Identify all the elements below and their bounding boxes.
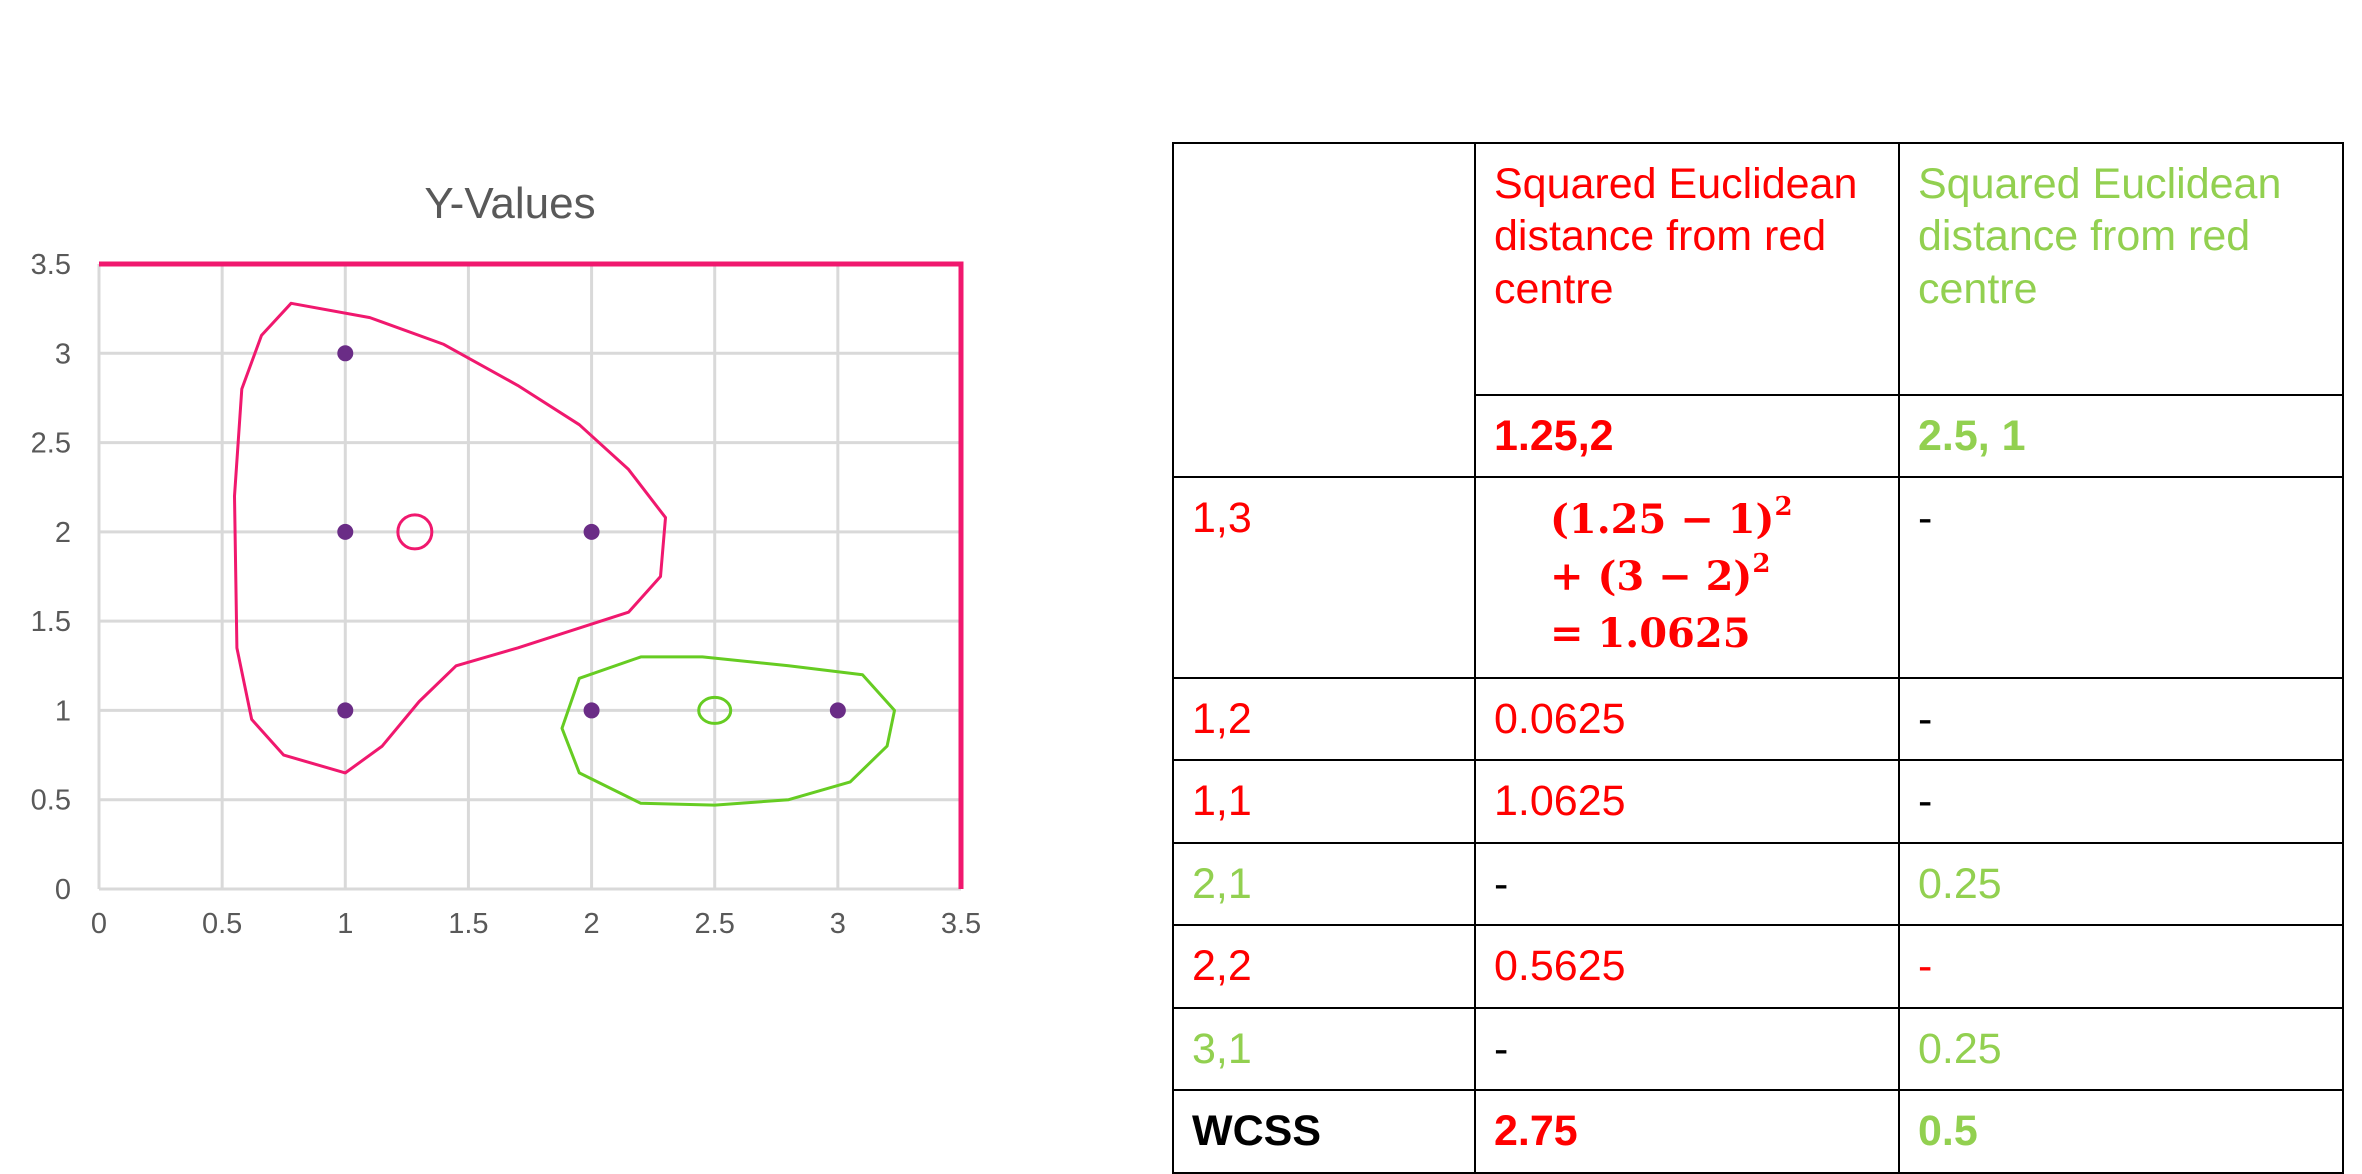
table-row: 2,2 0.5625 - [1172,924,2344,1009]
red-centre-column-header: Squared Euclidean distance from red cent… [1474,142,1900,396]
y-tick-label: 2 [55,517,71,549]
chart-title: Y-Values [424,179,595,228]
x-tick-label: 2.5 [695,908,735,940]
point-label: 3,1 [1172,1006,1476,1092]
table-row: 1,2 0.0625 - [1172,676,2344,762]
grid [97,262,963,891]
data-point [583,523,600,540]
data-point [829,702,846,719]
green-centre-column-header: Squared Euclidean distance from red cent… [1898,142,2344,396]
red-centre-value: 1.25,2 [1474,393,1900,479]
point-label: 1,1 [1172,759,1476,844]
wcss-label: WCSS [1172,1089,1476,1174]
red-cluster-outline [233,301,667,775]
wcss-table: Squared Euclidean distance from red cent… [1172,141,2344,1174]
scatter-chart: Y-Values 0 0.5 1 1.5 2 2.5 3 3.5 0 0.5 1 1.5 2 2.5 3 3.… [31,179,981,940]
point-label: 2,2 [1172,924,1476,1009]
green-centre-value: 2.5, 1 [1898,393,2344,479]
green-centre-marker [697,695,733,725]
x-tick-label: 1.5 [448,908,488,940]
x-tick-label: 0 [91,908,107,940]
wcss-total-row: WCSS 2.75 0.5 [1172,1089,2344,1174]
green-distance: 0.25 [1898,841,2344,927]
y-tick-label: 0.5 [31,785,71,817]
table-row: 2,1 - 0.25 [1172,841,2344,927]
formula-line-2: + (3 − 2)2 [1550,549,1771,601]
red-distance: - [1474,1006,1900,1092]
y-tick-label: 2.5 [31,428,71,460]
x-tick-label: 3.5 [941,908,981,940]
red-distance: - [1474,841,1900,927]
y-tick-label: 1 [55,695,71,727]
red-distance: 1.0625 [1474,759,1900,844]
y-tick-label: 3.5 [31,249,71,281]
green-distance: - [1898,676,2344,762]
green-distance: - [1898,924,2344,1009]
red-distance: 0.5625 [1474,924,1900,1009]
table-row: 3,1 - 0.25 [1172,1006,2344,1092]
point-label: 1,3 [1172,476,1476,679]
x-tick-label: 3 [830,908,846,940]
table-row: 1,1 1.0625 - [1172,759,2344,844]
green-cluster-outline [560,655,896,807]
formula-line-3: = 1.0625 [1550,610,1751,658]
data-point [583,702,600,719]
green-distance: - [1898,476,2344,679]
point-label: 1,2 [1172,676,1476,762]
y-tick-label: 1.5 [31,606,71,638]
plot-border-annotation [99,261,964,889]
wcss-green-total: 0.5 [1898,1089,2344,1174]
formula-line-1: (1.25 − 1)2 [1550,492,1793,544]
data-point [337,345,354,362]
data-point [337,523,354,540]
x-tick-label: 0.5 [202,908,242,940]
distance-formula: (1.25 − 1)2 + (3 − 2)2 = 1.0625 [1474,476,1900,679]
axis-ticks: 0 0.5 1 1.5 2 2.5 3 3.5 0 0.5 1 1.5 2 2.5 3 3.5 [31,249,981,940]
green-distance: - [1898,759,2344,844]
header-blank-cell [1172,141,1476,479]
red-centre-marker [396,513,434,551]
green-distance: 0.25 [1898,1006,2344,1092]
red-distance: 0.0625 [1474,676,1900,762]
point-label: 2,1 [1172,841,1476,927]
x-tick-label: 2 [584,908,600,940]
table-header-row: Squared Euclidean distance from red cent… [1172,141,2344,479]
table-row: 1,3 (1.25 − 1)2 + (3 − 2)2 = 1.0625 - [1172,476,2344,679]
data-point [337,702,354,719]
wcss-red-total: 2.75 [1474,1089,1900,1174]
y-tick-label: 0 [55,874,71,906]
y-tick-label: 3 [55,338,71,370]
cluster-annotations [99,261,964,889]
x-tick-label: 1 [337,908,353,940]
centres-row: 1.25,2 2.5, 1 [1173,393,2344,479]
data-points [337,345,846,719]
